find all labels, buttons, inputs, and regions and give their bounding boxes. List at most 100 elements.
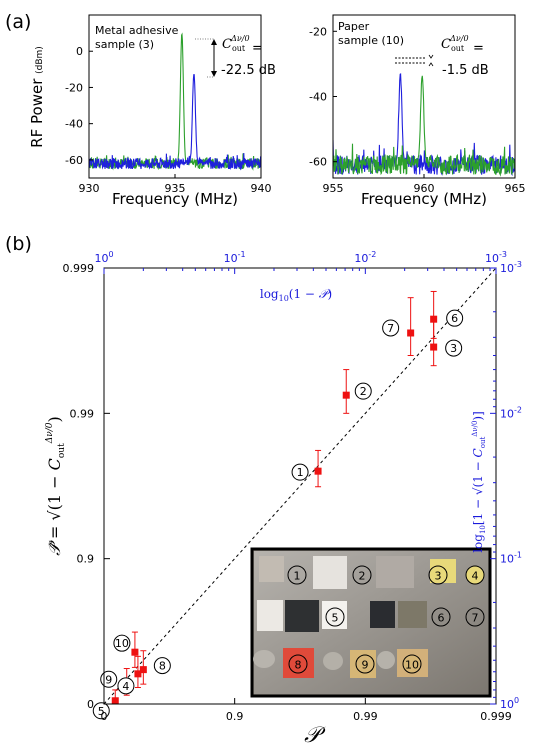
x-tick-label: 955: [323, 182, 344, 195]
inset-label-circle-6: [431, 607, 451, 627]
point-label-circle-10: [113, 634, 131, 652]
sample-4: [430, 559, 456, 583]
sample-3: [376, 556, 414, 588]
inset-label-9: 9: [362, 659, 369, 672]
top-tick-label: 10-3: [485, 250, 507, 265]
x-axis-label-a-left: Frequency (MHz): [112, 190, 238, 208]
inset-label-1: 1: [294, 570, 301, 583]
point-label-circle-6: [446, 309, 464, 327]
x-tick-label: 935: [165, 182, 186, 195]
inset-label-circle-10: [402, 654, 422, 674]
data-point-4: [134, 670, 142, 678]
y-tick-label: -40: [309, 91, 327, 104]
x-axis-label-a-right: Frequency (MHz): [361, 190, 487, 208]
y-tick-label: -60: [65, 154, 83, 167]
data-point-3: [430, 343, 438, 351]
c-out-symbol-a-left: CoutΔν/0: [222, 34, 250, 53]
inset-label-5: 5: [332, 612, 339, 625]
sample-2: [313, 556, 347, 589]
point-label-10: 10: [115, 637, 129, 650]
annotation-title-a-right: Paper: [338, 20, 370, 33]
top-tick-label: 10-1: [224, 250, 246, 265]
x-tick-label: 0.999: [480, 710, 512, 723]
inset-label-8: 8: [295, 659, 302, 672]
point-label-circle-9: [100, 670, 118, 688]
sample-round-1: [253, 650, 275, 668]
arrow-head-up: [211, 39, 217, 45]
point-label-7: 7: [387, 322, 394, 335]
right-tick-label: 100: [500, 696, 519, 711]
point-label-circle-5: [92, 702, 110, 720]
sample-1: [259, 556, 284, 582]
x-tick-label: 0.9: [226, 710, 244, 723]
c-out-symbol-a-right: CoutΔν/0: [441, 34, 469, 53]
spectrum-series-0: [333, 73, 515, 177]
spectrum-series-1: [333, 75, 515, 177]
data-point-5: [111, 697, 119, 704]
equals-a-left: =: [252, 41, 263, 56]
inset-photo: 1 2 3 4 5 6 7 8 9 10: [250, 547, 492, 698]
inset-label-circle-7: [465, 607, 485, 627]
inset-label-7: 7: [472, 612, 479, 625]
top-tick-label: 10-2: [354, 250, 376, 265]
y-tick-label: 0.9: [77, 553, 95, 566]
point-label-circle-4: [117, 677, 135, 695]
inset-label-6: 6: [438, 612, 445, 625]
top-tick-label: 100: [94, 250, 113, 265]
inset-label-4: 4: [472, 570, 479, 583]
y-axis-label: RF Power (dBm): [28, 46, 46, 148]
point-label-circle-3: [445, 339, 463, 357]
x-tick-label: 965: [505, 182, 526, 195]
annotation-title-a-left: Metal adhesive: [95, 24, 179, 37]
data-point-1: [314, 467, 322, 475]
point-label-circle-2: [354, 382, 372, 400]
c-out-value-a-left: -22.5 dB: [221, 63, 276, 78]
x-axis-label-b: 𝒫: [304, 723, 326, 748]
spectrum-series-1: [89, 74, 261, 171]
sample-round-3: [377, 651, 395, 669]
inset-label-circle-5: [325, 607, 345, 627]
annotation-sub-a-left: sample (3): [95, 38, 154, 51]
panel-b-label: (b): [5, 233, 32, 255]
y-tick-label: -20: [309, 25, 327, 38]
point-label-1: 1: [297, 466, 304, 479]
x-tick-label: 930: [79, 182, 100, 195]
right-axis-label: log10[1 − √(1 − CoutΔν/0)]: [471, 411, 487, 553]
point-label-4: 4: [122, 680, 129, 693]
inset-label-3: 3: [435, 570, 442, 583]
difference-arrows: [428, 54, 434, 67]
point-label-2: 2: [360, 385, 367, 398]
spectrum-series-0: [89, 32, 261, 171]
inset-label-circle-1: [287, 565, 307, 585]
c-out-value-a-right: -1.5 dB: [442, 63, 489, 78]
panel-a-label: (a): [5, 11, 31, 33]
point-label-9: 9: [105, 673, 112, 686]
y-tick-label: 0: [76, 45, 83, 58]
inset-label-2: 2: [359, 570, 366, 583]
data-point-7: [407, 329, 415, 337]
x-tick-label: 0: [101, 710, 108, 723]
sample-black-block: [285, 600, 319, 632]
sample-6: [398, 601, 427, 628]
sample-dark-block: [370, 601, 395, 628]
inset-label-circle-9: [355, 654, 375, 674]
top-axis-label: log10(1 − 𝒫): [260, 287, 332, 303]
point-label-circle-8: [153, 657, 171, 675]
x-tick-label: 0.99: [353, 710, 378, 723]
inset-label-circle-4: [465, 565, 485, 585]
y-tick-label: 0: [87, 698, 94, 711]
y-tick-label: 0.999: [63, 262, 95, 275]
point-label-6: 6: [451, 312, 458, 325]
data-point-2: [342, 391, 350, 399]
sample-white-block: [257, 600, 283, 631]
arrow-head-down: [211, 71, 217, 77]
data-point-6: [430, 315, 438, 323]
inset-label-circle-2: [352, 565, 372, 585]
point-label-circle-1: [291, 463, 309, 481]
point-label-circle-7: [382, 319, 400, 337]
point-label-3: 3: [450, 342, 457, 355]
equals-a-right: =: [473, 41, 484, 56]
panel-a-left: 930 935 940 0 -20 -40 -60 RF Power (dBm) Frequ…: [28, 14, 276, 208]
y-tick-label: 0.99: [70, 407, 95, 420]
